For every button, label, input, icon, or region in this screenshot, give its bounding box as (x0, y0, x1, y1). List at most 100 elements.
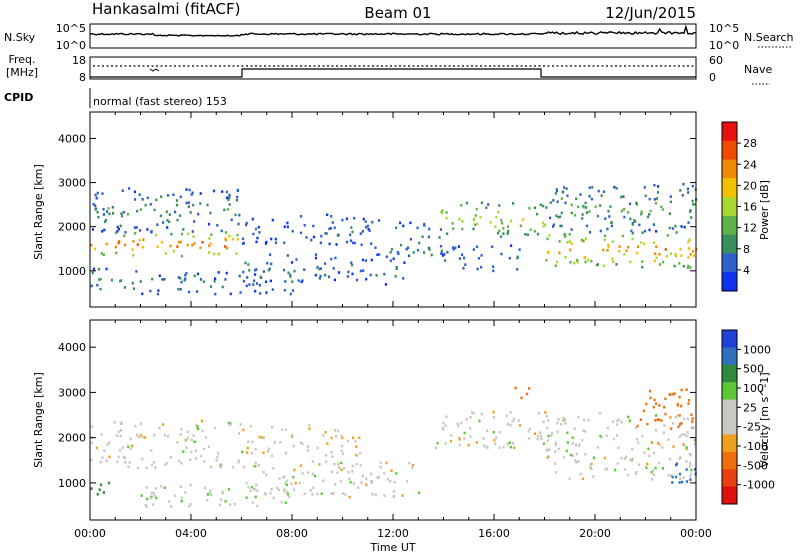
heatmap-cell (144, 203, 147, 207)
heatmap-cell (670, 427, 673, 430)
heatmap-cell (592, 456, 595, 460)
heatmap-cell (492, 416, 495, 419)
heatmap-cell (180, 462, 183, 465)
heatmap-cell (311, 493, 314, 496)
heatmap-cell (582, 239, 585, 243)
heatmap-cell (300, 215, 303, 218)
heatmap-cell (331, 455, 334, 458)
heatmap-cell (247, 440, 250, 444)
velocity-ylabel: Slant Range [km] (32, 372, 45, 468)
heatmap-cell (238, 274, 241, 278)
heatmap-cell (689, 266, 692, 269)
heatmap-cell (589, 465, 592, 468)
heatmap-cell (542, 442, 545, 446)
cpid-text: normal (fast stereo) 153 (93, 95, 227, 108)
heatmap-cell (526, 233, 529, 237)
heatmap-cell (153, 494, 156, 498)
heatmap-cell (427, 246, 430, 250)
heatmap-cell (341, 436, 344, 440)
heatmap-cell (361, 230, 364, 233)
heatmap-cell (668, 226, 671, 230)
heatmap-cell (138, 229, 142, 232)
heatmap-cell (510, 244, 513, 247)
heatmap-cell (126, 212, 130, 216)
heatmap-cell (477, 257, 481, 260)
nsearch-label: N.Search (744, 31, 794, 44)
heatmap-cell (112, 212, 115, 215)
heatmap-cell (90, 441, 93, 445)
heatmap-cell (158, 274, 161, 278)
heatmap-cell (128, 461, 131, 464)
heatmap-cell (599, 204, 602, 207)
heatmap-cell (555, 189, 558, 193)
heatmap-cell (663, 424, 666, 427)
heatmap-cell (575, 258, 579, 262)
heatmap-cell (116, 230, 119, 233)
heatmap-cell (224, 238, 227, 242)
heatmap-cell (502, 446, 505, 449)
heatmap-cell (680, 388, 683, 392)
heatmap-cell (117, 430, 120, 434)
heatmap-cell (177, 276, 180, 279)
heatmap-cell (285, 428, 288, 432)
heatmap-cell (170, 232, 173, 236)
heatmap-cell (267, 268, 270, 272)
heatmap-cell (568, 240, 571, 243)
heatmap-cell (627, 473, 630, 477)
heatmap-cell (656, 418, 659, 421)
colorbar-tick-label: 16 (743, 201, 757, 214)
heatmap-cell (465, 201, 468, 205)
heatmap-cell (120, 214, 124, 218)
heatmap-cell (374, 493, 377, 496)
heatmap-cell (189, 211, 192, 214)
heatmap-cell (652, 473, 655, 476)
heatmap-cell (114, 231, 117, 235)
heatmap-cell (364, 220, 367, 223)
heatmap-cell (423, 224, 426, 227)
heatmap-cell (197, 212, 200, 216)
heatmap-cell (545, 259, 548, 262)
heatmap-cell (186, 430, 189, 434)
heatmap-cell (199, 202, 202, 205)
heatmap-cell (645, 466, 648, 469)
heatmap-cell (176, 218, 179, 222)
heatmap-cell (533, 206, 537, 210)
x-tick-label: 12:00 (377, 527, 409, 540)
heatmap-cell (239, 291, 242, 294)
heatmap-cell (506, 232, 509, 235)
heatmap-cell (469, 426, 472, 430)
heatmap-cell (445, 415, 448, 419)
heatmap-cell (328, 227, 331, 231)
heatmap-cell (284, 451, 287, 455)
heatmap-cell (438, 236, 441, 239)
heatmap-cell (547, 419, 550, 422)
heatmap-cell (320, 234, 323, 238)
heatmap-cell (237, 222, 240, 226)
heatmap-cell (299, 231, 303, 235)
heatmap-cell (251, 501, 254, 504)
heatmap-cell (242, 279, 246, 283)
heatmap-cell (682, 182, 685, 186)
heatmap-cell (652, 405, 655, 409)
heatmap-cell (141, 457, 144, 461)
heatmap-cell (102, 253, 105, 257)
heatmap-cell (238, 213, 241, 217)
heatmap-cell (458, 443, 461, 447)
heatmap-cell (644, 194, 647, 198)
heatmap-cell (683, 417, 686, 421)
heatmap-cell (213, 280, 216, 283)
heatmap-cell (564, 256, 567, 259)
time-axis-title: Time UT (369, 541, 415, 554)
heatmap-cell (165, 252, 168, 255)
heatmap-cell (90, 243, 93, 247)
heatmap-cell (562, 455, 565, 459)
heatmap-cell (491, 245, 494, 249)
heatmap-cell (628, 202, 632, 206)
heatmap-cell (406, 480, 409, 483)
heatmap-cell (93, 247, 97, 251)
heatmap-cell (351, 230, 354, 234)
heatmap-cell (446, 232, 449, 235)
heatmap-cell (675, 231, 678, 234)
heatmap-cell (603, 234, 606, 238)
heatmap-cell (693, 203, 696, 206)
